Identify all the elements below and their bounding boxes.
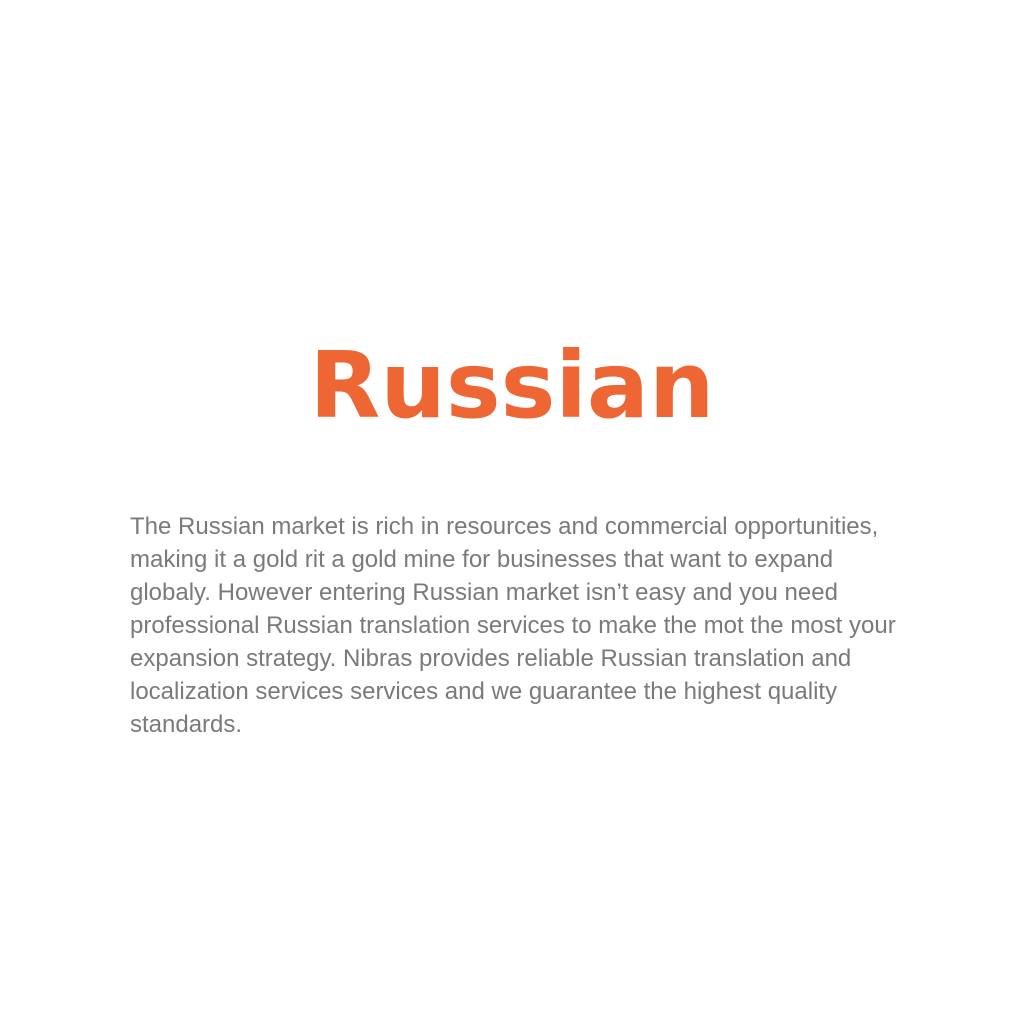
paragraph-line: globaly. However entering Russian market…	[130, 579, 838, 606]
description-paragraph: The Russian market is rich in resources …	[130, 510, 920, 741]
paragraph-line: professional Russian translation service…	[130, 612, 896, 639]
paragraph-line: The Russian market is rich in resources …	[130, 513, 879, 540]
paragraph-line: expansion strategy. Nibras provides reli…	[130, 645, 852, 672]
page-title: Russian	[309, 332, 715, 439]
paragraph-line: localization services services and we gu…	[130, 678, 838, 705]
paragraph-line: making it a gold rit a gold mine for bus…	[130, 546, 834, 573]
paragraph-line: standards.	[130, 711, 243, 738]
